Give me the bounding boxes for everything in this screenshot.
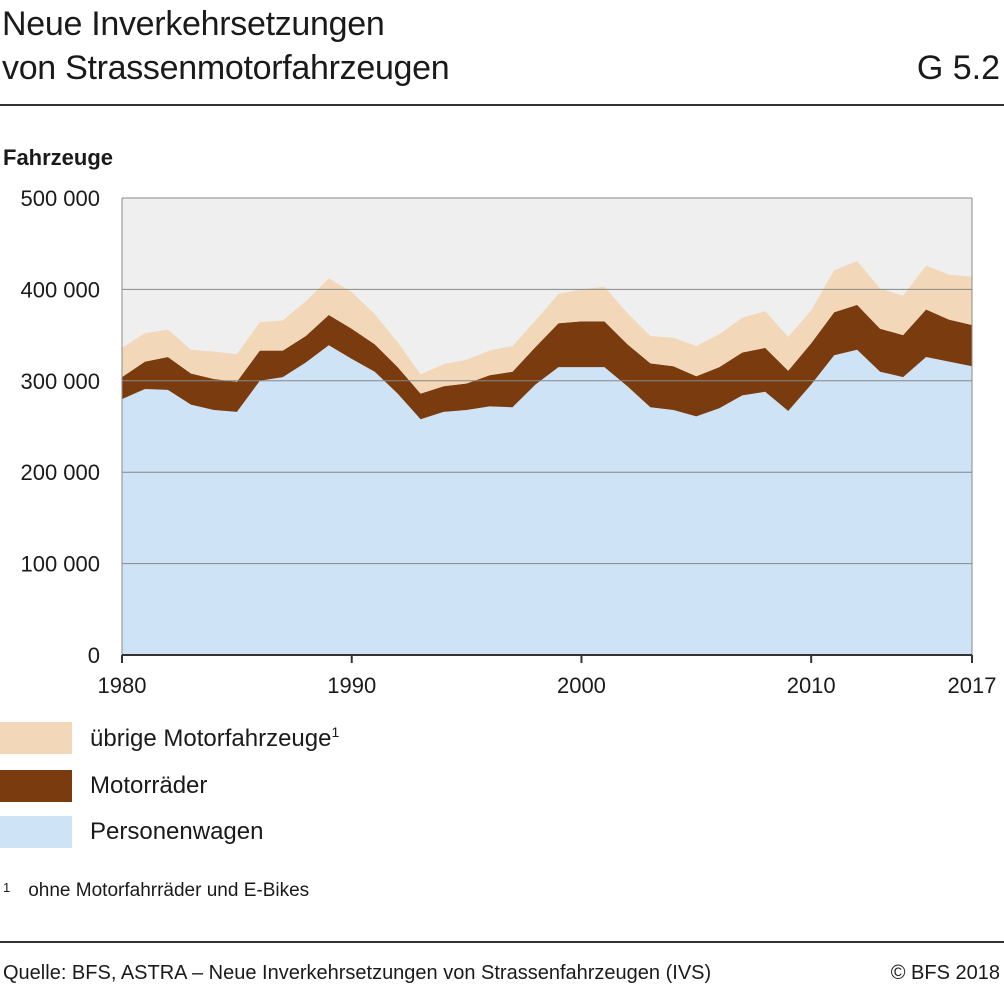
- chart-area: 0 100 000 200 000 300 000 400 000 500 000 1980…: [20, 186, 997, 698]
- legend-swatch-uebrige: [0, 722, 72, 754]
- y-tick-label-2: 200 000: [20, 460, 100, 485]
- footnote-text: ohne Motorfahrräder und E-Bikes: [28, 880, 310, 901]
- x-tick-label-4: 2017: [948, 673, 997, 698]
- y-tick-label-0: 0: [88, 643, 100, 668]
- legend-item-motorraeder: Motorräder: [0, 770, 500, 804]
- copyright: © BFS 2018: [890, 962, 1000, 984]
- legend-label-motorraeder: Motorräder: [90, 772, 208, 799]
- x-tick-label-0: 1980: [98, 673, 147, 698]
- x-tick-label-3: 2010: [787, 673, 836, 698]
- area-series-1: [122, 304, 972, 420]
- y-tick-label-4: 400 000: [20, 277, 100, 302]
- legend-swatch-motorraeder: [0, 770, 72, 802]
- legend-label-personenwagen: Personenwagen: [90, 818, 264, 845]
- y-tick-label-5: 500 000: [20, 186, 100, 211]
- chart-title-line2: von Strassenmotorfahrzeugen: [2, 49, 450, 87]
- footnote: 1 ohne Motorfahrräder und E-Bikes: [3, 880, 309, 902]
- y-tick-label-1: 100 000: [20, 552, 100, 577]
- footnote-mark: 1: [3, 880, 11, 895]
- chart-title-line1: Neue Inverkehrsetzungen: [2, 5, 385, 43]
- chart-title: Neue Inverkehrsetzungen von Strassenmoto…: [2, 2, 450, 90]
- legend-item-personenwagen: Personenwagen: [0, 816, 500, 850]
- y-axis-label: Fahrzeuge: [3, 145, 114, 170]
- x-tick-label-1: 1990: [327, 673, 376, 698]
- top-divider: [0, 104, 1004, 106]
- legend-swatch-personenwagen: [0, 816, 72, 848]
- legend-item-uebrige: übrige Motorfahrzeuge1: [0, 722, 500, 756]
- legend-label-uebrige: übrige Motorfahrzeuge1: [90, 724, 340, 752]
- y-tick-label-3: 300 000: [20, 369, 100, 394]
- bottom-divider: [0, 941, 1004, 943]
- x-tick-label-2: 2000: [557, 673, 606, 698]
- source-note: Quelle: BFS, ASTRA – Neue Inverkehrsetzu…: [3, 962, 712, 984]
- area-series-2: [122, 261, 972, 394]
- chart-code: G 5.2: [916, 49, 1000, 87]
- area-series-0: [122, 345, 972, 655]
